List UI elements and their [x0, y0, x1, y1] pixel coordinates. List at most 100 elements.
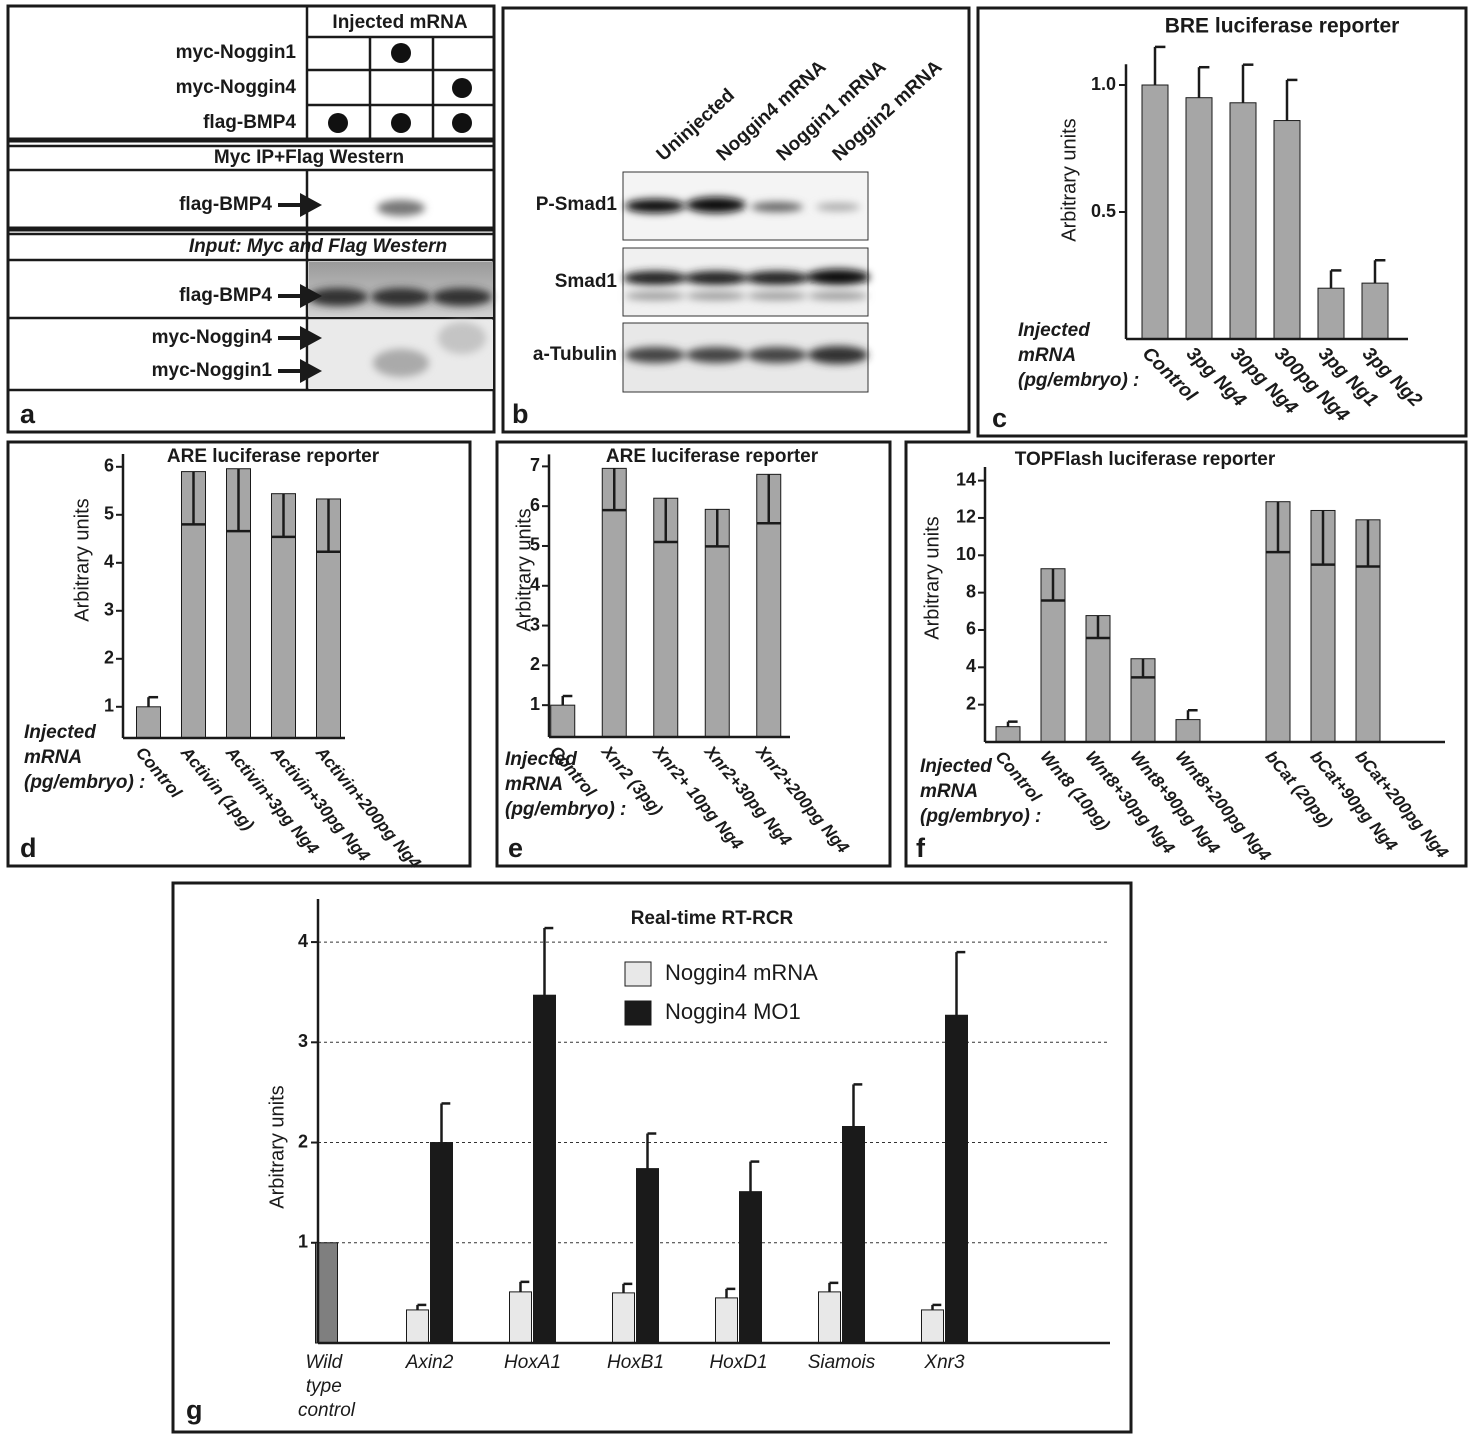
error-bar — [543, 926, 554, 996]
bar — [995, 726, 1021, 743]
error-bar — [725, 1287, 736, 1298]
blot-band — [308, 288, 368, 306]
annotation: Injected — [920, 756, 992, 777]
error-bar — [271, 493, 296, 539]
bar — [136, 706, 161, 739]
error-bar — [1131, 658, 1155, 679]
x-tick-label: Siamois — [808, 1352, 876, 1373]
blot-band — [432, 288, 492, 306]
y-tick-label: 2 — [104, 648, 114, 668]
bar — [1175, 719, 1201, 743]
error-bar — [646, 1132, 657, 1169]
y-tick-label: 14 — [956, 469, 976, 489]
chart-title: TOPFlash luciferase reporter — [1015, 449, 1276, 470]
row-label: P-Smad1 — [536, 194, 618, 215]
error-bar — [1041, 568, 1065, 602]
blot-label: flag-BMP4 — [179, 285, 272, 306]
y-tick-label: 1 — [298, 1232, 308, 1252]
legend-label: Noggin4 mRNA — [665, 960, 818, 985]
chart-title: ARE luciferase reporter — [167, 446, 380, 467]
y-tick-label: 6 — [104, 456, 114, 476]
blot-band — [438, 322, 486, 354]
row-label: flag-BMP4 — [203, 112, 296, 133]
dot — [391, 43, 411, 63]
y-tick-label: 5 — [530, 535, 540, 555]
row-label: a-Tubulin — [533, 344, 617, 365]
blot-band — [371, 288, 431, 306]
panel-frame — [6, 4, 496, 434]
panel-label: b — [512, 399, 529, 429]
y-axis-label: Arbitrary units — [921, 516, 943, 639]
panel-a: Injected mRNA myc-Noggin1 myc-Noggin4 fl… — [6, 4, 496, 434]
bar — [921, 1309, 944, 1344]
panel-frame — [6, 440, 472, 868]
blot-band — [373, 349, 429, 377]
y-tick-label: 8 — [966, 581, 976, 601]
blot-label: myc-Noggin1 — [152, 360, 273, 381]
bar — [1185, 97, 1213, 340]
bar — [715, 1297, 738, 1344]
bar — [636, 1168, 659, 1344]
y-tick-label: 7 — [530, 455, 540, 475]
panel-label: g — [186, 1395, 203, 1425]
y-tick-label: 1 — [530, 694, 540, 714]
annotation: (pg/embryo) : — [1018, 370, 1139, 391]
error-bar — [653, 498, 678, 544]
chart-title: Real-time RT-RCR — [631, 908, 794, 929]
x-tick-label: Xnr2+200pg Ng4 — [752, 741, 853, 857]
error-bar — [1356, 519, 1380, 568]
error-bar — [147, 695, 159, 707]
error-bar — [1311, 510, 1335, 566]
error-bar — [1241, 63, 1254, 103]
error-bar — [519, 1280, 530, 1292]
row-label: myc-Noggin4 — [176, 77, 297, 98]
bar — [1229, 102, 1257, 340]
y-tick-label: 2 — [966, 693, 976, 713]
x-tick-label: Control — [992, 747, 1046, 806]
blot-label: flag-BMP4 — [179, 194, 272, 215]
bar — [509, 1291, 532, 1344]
error-bar — [181, 471, 206, 526]
error-bar — [316, 498, 341, 554]
y-tick-label: 4 — [298, 931, 308, 951]
legend-swatch — [624, 1000, 652, 1026]
y-tick-label: 4 — [104, 552, 114, 572]
y-tick-label: 4 — [966, 656, 976, 676]
bar — [612, 1292, 635, 1344]
panel-label: e — [508, 833, 523, 863]
error-bar — [1153, 45, 1166, 85]
error-bar — [1285, 78, 1298, 121]
y-tick-label: 10 — [956, 544, 976, 564]
error-bar — [955, 950, 966, 1016]
error-bar — [416, 1303, 427, 1310]
annotation: Injected — [505, 749, 577, 770]
legend-swatch — [624, 961, 652, 987]
error-bar — [1006, 720, 1018, 727]
bar — [406, 1309, 429, 1344]
y-tick-label: 4 — [530, 575, 540, 595]
panel-frame — [976, 6, 1468, 438]
row-label: myc-Noggin1 — [176, 42, 297, 63]
bar — [430, 1142, 453, 1344]
bar — [601, 467, 627, 738]
y-tick-label: 12 — [956, 507, 976, 527]
y-tick-label: 2 — [530, 654, 540, 674]
row-label: Smad1 — [555, 271, 618, 292]
panel-b: P-Smad1 Smad1 a-Tubulin Uninjected Noggi… — [501, 6, 971, 434]
error-bar — [931, 1303, 942, 1310]
table-header: Injected mRNA — [332, 12, 467, 33]
panel-frame — [495, 440, 892, 868]
annotation: (pg/embryo) : — [24, 772, 145, 793]
panel-label: d — [20, 833, 37, 863]
section-title: Input: Myc and Flag Western — [189, 236, 447, 257]
lane-label: Noggin4 mRNA — [713, 56, 831, 165]
dot — [452, 113, 472, 133]
y-tick-label: 3 — [530, 614, 540, 634]
annotation: mRNA — [24, 747, 82, 768]
y-axis-label: Arbitrary units — [71, 498, 93, 621]
section-title: Myc IP+Flag Western — [214, 147, 404, 168]
panel-frame — [904, 440, 1468, 868]
error-bar — [852, 1083, 863, 1127]
